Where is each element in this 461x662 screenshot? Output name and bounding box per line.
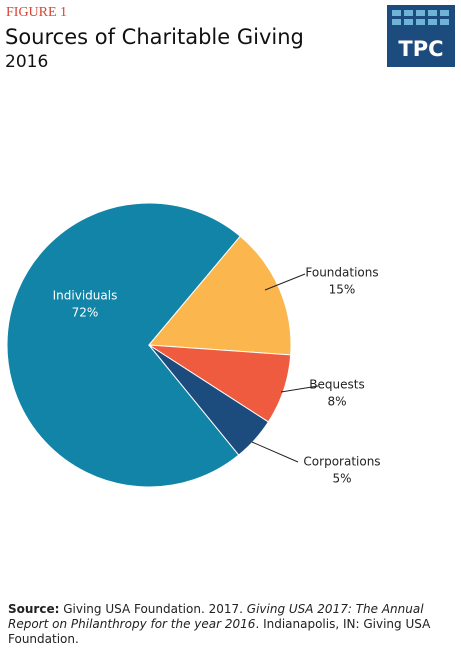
source-text: . Indianapolis, IN: Giving USA Foundatio… [8,617,431,646]
slice-value-label: 72% [72,306,99,320]
pie-slice [6,202,241,488]
chart-subtitle: 2016 [5,52,48,72]
pie-slice [147,235,292,356]
leader-line [264,273,306,291]
figure-label: FIGURE 1 [6,5,67,20]
source-note: Source: Giving USA Foundation. 2017. Giv… [8,602,448,647]
slice-label: Bequests [309,378,364,392]
slice-value-label: 8% [327,395,346,409]
chart: FIGURE 1 Sources of Charitable Giving 20… [5,5,455,488]
source-title: Giving USA 2017: The Annual Report on Ph… [8,602,424,631]
slice-label: Corporations [303,455,380,469]
leader-line [280,385,319,393]
source-text: Giving USA Foundation. 2017. [59,602,247,616]
slice-value-label: 5% [332,472,351,486]
logo-grid [392,10,449,25]
leader-line [251,441,299,463]
source-label: Source: [8,602,60,616]
pie-slice [148,344,270,456]
slice-value-label: 15% [329,283,356,297]
slice-label: Individuals [53,289,118,303]
logo-text: TPC [398,37,443,61]
chart-title: Sources of Charitable Giving [5,25,304,49]
logo: TPC [387,5,455,67]
slice-label: Foundations [305,266,378,280]
